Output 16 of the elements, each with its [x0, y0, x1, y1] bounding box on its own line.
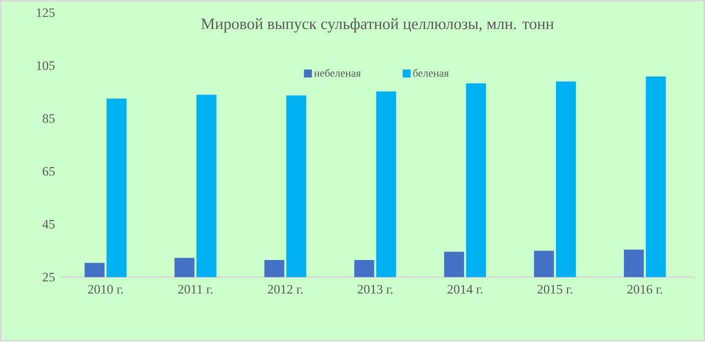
x-tick-label: 2011 г. [178, 285, 212, 294]
y-tick-label: 45 [42, 220, 55, 229]
chart-title: Мировой выпуск сульфатной целлюлозы, млн. тонн [201, 18, 554, 33]
legend-label: беленая [413, 68, 449, 77]
x-tick-label: 2010 г. [88, 285, 123, 294]
y-tick-label: 85 [42, 114, 55, 123]
x-tick-label: 2013 г. [358, 285, 392, 294]
y-tick-label: 105 [36, 61, 55, 70]
y-tick-label: 25 [42, 272, 55, 282]
y-tick-label: 125 [36, 8, 55, 18]
x-tick-label: 2016 г. [627, 285, 662, 294]
x-tick-label: 2015 г. [537, 285, 572, 294]
x-tick-label: 2014 г. [448, 285, 482, 294]
y-tick-label: 65 [42, 167, 55, 176]
legend-label: небеленая [314, 68, 361, 77]
x-tick-label: 2012 г. [268, 285, 303, 294]
